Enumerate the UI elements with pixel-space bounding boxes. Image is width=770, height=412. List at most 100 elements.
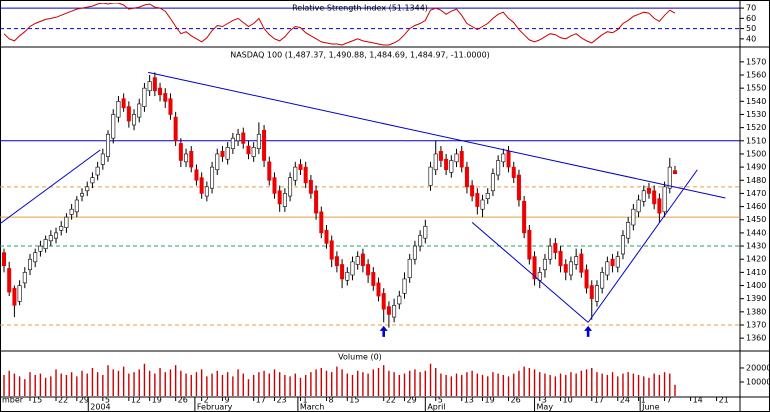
volume-bar — [117, 370, 120, 396]
volume-bar — [185, 373, 187, 396]
plot-area — [3, 363, 676, 396]
y-tick-label: 10000 — [746, 377, 770, 386]
candle-body — [438, 151, 443, 161]
candle-body — [610, 258, 615, 267]
volume-bar — [154, 373, 156, 396]
candle-body — [329, 240, 334, 260]
candle-body — [241, 132, 246, 144]
volume-bar — [50, 376, 52, 396]
candle-body — [121, 98, 126, 109]
y-tick-label: 20000 — [746, 363, 770, 372]
candle-body — [626, 222, 631, 239]
candle-body — [256, 133, 261, 149]
y-tick-label: 1550 — [746, 84, 766, 93]
y-tick-label: 1450 — [746, 215, 766, 224]
candle-body — [657, 198, 662, 214]
volume-bar — [481, 374, 484, 396]
month-label: 2004 — [90, 403, 110, 412]
candle-body — [204, 186, 209, 197]
candle-body — [600, 272, 605, 289]
volume-bar — [325, 370, 328, 396]
x-tick-label: 8 — [328, 396, 333, 405]
x-tick-label: 22 — [58, 396, 68, 405]
month-label: February — [197, 403, 233, 412]
candle-body — [397, 295, 402, 305]
candle-body — [126, 106, 131, 122]
y-tick-label: 1460 — [746, 202, 766, 211]
volume-bar — [284, 374, 286, 396]
candle-body — [516, 174, 521, 201]
volume-bar — [159, 367, 161, 396]
candle-body — [184, 153, 189, 163]
x-tick-label: 10 — [563, 396, 573, 405]
volume-bar — [507, 376, 510, 396]
volume-bar — [133, 372, 135, 396]
candle-body — [371, 272, 376, 286]
volume-bar — [336, 366, 338, 396]
candle-body — [454, 153, 459, 163]
trend-line — [587, 169, 698, 323]
volume-bar — [622, 373, 624, 396]
volume-bar — [611, 372, 614, 396]
volume-bar — [195, 372, 198, 396]
volume-bar — [138, 369, 140, 396]
x-tick-label: 17 — [594, 396, 604, 405]
candle-body — [132, 114, 137, 126]
volume-bar — [174, 365, 177, 396]
candle-body — [137, 103, 142, 118]
volume-bar — [44, 377, 47, 396]
volume-bar — [330, 372, 333, 396]
x-tick-label: 29 — [79, 396, 89, 405]
volume-bar — [211, 373, 213, 396]
volume-bar — [216, 370, 218, 396]
y-tick-label: 1400 — [746, 281, 766, 290]
y-tick-label: 1570 — [746, 57, 766, 66]
candle-body — [667, 166, 672, 189]
panel-title: NASDAQ 100 (1,487.37, 1,490.88, 1,484.69… — [230, 51, 490, 60]
volume-bar — [596, 372, 598, 396]
volume-bar — [164, 372, 166, 396]
candle-body — [116, 101, 121, 118]
volume-bar — [86, 373, 88, 396]
candle-body — [282, 193, 287, 207]
candle-body — [589, 285, 594, 299]
volume-bar — [471, 370, 473, 396]
y-tick-label: 1370 — [746, 321, 766, 330]
month-label: March — [300, 403, 324, 412]
candle-body — [584, 269, 589, 289]
candle-body — [64, 216, 69, 228]
volume-bar — [544, 373, 546, 396]
candle-body — [22, 272, 27, 284]
candle-body — [236, 133, 241, 142]
x-tick-label: 19 — [152, 396, 162, 405]
volume-bar — [585, 369, 588, 396]
candle-body — [178, 143, 183, 161]
x-tick-label: 15 — [349, 396, 359, 405]
volume-bar — [128, 373, 130, 396]
candle-body — [246, 145, 251, 155]
candle-body — [189, 151, 194, 168]
candle-body — [652, 190, 657, 205]
candle-body — [428, 166, 433, 186]
volume-bar — [200, 369, 203, 396]
volume-bar — [55, 369, 57, 396]
y-tick-label: 40 — [746, 34, 756, 43]
candle-body — [511, 166, 516, 178]
volume-bar — [346, 373, 348, 396]
candle-body — [111, 114, 116, 139]
volume-bar — [258, 372, 260, 396]
x-tick-label: 9 — [224, 396, 229, 405]
y-tick-label: 1440 — [746, 228, 766, 237]
candle-body — [496, 160, 501, 176]
y-tick-label: 70 — [746, 4, 756, 13]
volume-bar — [648, 377, 650, 396]
volume-bar — [29, 372, 31, 396]
volume-bar — [65, 374, 68, 396]
volume-bar — [263, 370, 265, 396]
volume-bar — [377, 367, 380, 396]
rsi-line — [3, 3, 676, 46]
volume-bar — [440, 373, 442, 396]
volume-bar — [356, 370, 359, 396]
candle-body — [199, 177, 204, 194]
